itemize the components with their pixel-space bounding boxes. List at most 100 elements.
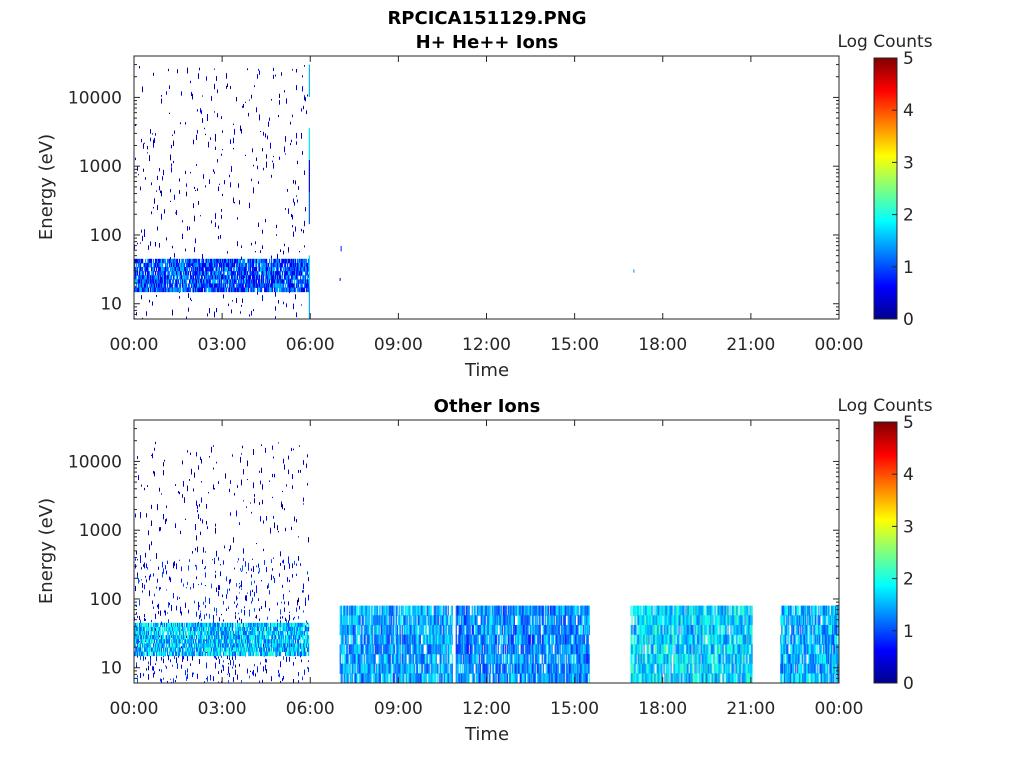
spectrogram-cell [150, 622, 152, 628]
spectrogram-cell [241, 271, 243, 276]
spectrogram-cell [461, 663, 463, 674]
spectrogram-cell [208, 283, 210, 289]
spectrogram-cell [194, 635, 196, 640]
spectrogram-cell [259, 635, 261, 640]
spectrogram-cell [251, 568, 252, 572]
spectrogram-cell [367, 624, 369, 636]
spectrogram-cell [281, 283, 283, 289]
spectrogram-cell [159, 647, 161, 653]
spectrogram-cell [371, 663, 373, 674]
spectrogram-cell [288, 556, 289, 559]
spectrogram-cell [206, 503, 207, 509]
spectrogram-cell [515, 673, 517, 683]
spectrogram-cell [300, 287, 302, 293]
spectrogram-cell [168, 271, 170, 276]
spectrogram-cell [193, 672, 194, 675]
spectrogram-cell [391, 605, 393, 616]
spectrogram-cell [233, 262, 235, 268]
spectrogram-cell [357, 615, 359, 626]
spectrogram-cell [297, 622, 299, 628]
spectrogram-cell [223, 294, 224, 299]
spectrogram-cell [269, 480, 270, 482]
spectrogram-cell [158, 287, 160, 293]
spectrogram-cell [260, 622, 262, 628]
spectrogram-cell [245, 101, 246, 103]
spectrogram-cell [167, 651, 169, 657]
spectrogram-cell [396, 663, 398, 674]
spectrogram-cell [503, 673, 505, 683]
spectrogram-cell [498, 615, 500, 626]
spectrogram-cell [279, 622, 281, 628]
spectrogram-cell [228, 635, 230, 640]
spectrogram-cell [260, 258, 262, 264]
spectrogram-cell [291, 279, 293, 284]
spectrogram-cell [291, 262, 293, 268]
spectrogram-cell [164, 459, 165, 462]
spectrogram-cell [260, 643, 262, 648]
spectrogram-cell [305, 639, 307, 644]
spectrogram-cell [137, 166, 138, 171]
spectrogram-cell [270, 271, 272, 276]
spectrogram-cell [236, 643, 238, 648]
spectrogram-cell [413, 615, 415, 626]
spectrogram-cell [287, 626, 289, 632]
spectrogram-cell [151, 651, 153, 657]
spectrogram-cell [176, 271, 178, 276]
spectrogram-cell [155, 647, 157, 653]
spectrogram-cell [294, 626, 296, 632]
spectrogram-cell [153, 279, 155, 284]
spectrogram-cell [458, 673, 460, 683]
spectrogram-cell [396, 673, 398, 683]
spectrogram-cell [216, 262, 218, 268]
spectrogram-cell [186, 651, 188, 657]
spectrogram-cell [459, 624, 461, 636]
spectrogram-cell [257, 290, 258, 295]
spectrogram-cell [169, 258, 171, 264]
spectrogram-cell [279, 631, 281, 636]
spectrogram-cell [218, 651, 220, 657]
spectrogram-cell [234, 567, 235, 570]
spectrogram-cell [252, 589, 253, 592]
spectrogram-cell [465, 634, 467, 645]
spectrogram-cell [245, 643, 247, 648]
spectrogram-cell [135, 639, 137, 644]
spectrogram-cell [293, 639, 295, 644]
spectrogram-cell [298, 283, 300, 289]
spectrogram-cell [248, 622, 250, 628]
spectrogram-cell [276, 622, 278, 628]
spectrogram-cell [265, 262, 267, 268]
spectrogram-cell [390, 663, 392, 674]
spectrogram-cell [208, 635, 210, 640]
spectrogram-cell [476, 624, 478, 636]
spectrogram-cell [229, 174, 230, 178]
spectrogram-cell [302, 287, 304, 293]
spectrogram-cell [162, 639, 164, 644]
spectrogram-cell [210, 643, 212, 648]
spectrogram-cell [160, 527, 161, 531]
spectrogram-cell [263, 666, 264, 672]
spectrogram-cell [222, 622, 224, 628]
spectrogram-cell [505, 673, 507, 683]
spectrogram-cell [238, 639, 240, 644]
spectrogram-cell [240, 287, 242, 293]
spectrogram-cell [162, 176, 163, 181]
spectrogram-cell [253, 267, 255, 272]
spectrogram-cell [268, 631, 270, 636]
spectrogram-cell [244, 639, 246, 644]
spectrogram-cell [192, 275, 194, 280]
spectrogram-cell [448, 644, 450, 655]
spectrogram-cell [271, 267, 273, 272]
spectrogram-cell [300, 622, 302, 628]
spectrogram-cell [487, 624, 489, 636]
spectrogram-cell [213, 619, 214, 624]
spectrogram-cell [163, 651, 165, 657]
spectrogram-cell [142, 631, 144, 636]
spectrogram-cell [359, 605, 361, 616]
spectrogram-cell [435, 644, 437, 655]
spectrogram-cell [188, 287, 190, 293]
spectrogram-cell [498, 634, 500, 645]
spectrogram-cell [186, 283, 188, 289]
spectrogram-cell [171, 639, 173, 644]
spectrogram-cell [498, 663, 500, 674]
spectrogram-cell [407, 673, 409, 683]
